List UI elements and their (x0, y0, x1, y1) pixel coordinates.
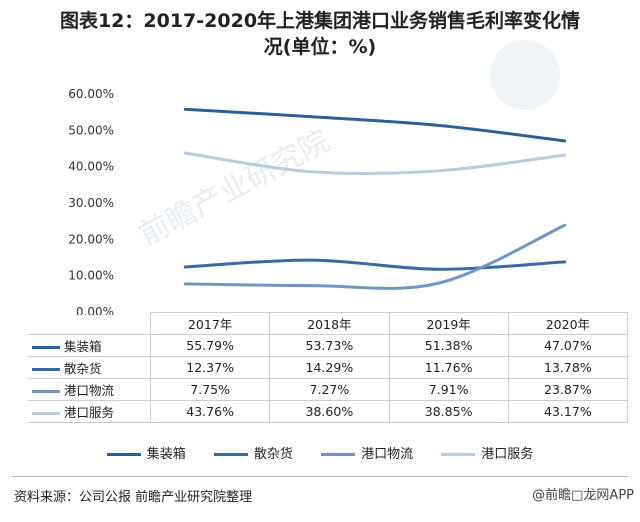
y-tick-label: 0.00% (76, 305, 114, 315)
table-corner (28, 312, 151, 335)
table-cell: 11.76% (388, 356, 509, 379)
table-row: 港口服务 43.76% 38.60% 38.85% 43.17% (28, 400, 629, 423)
legend-item: 集装箱 (106, 443, 186, 462)
series-label: 港口物流 (28, 378, 151, 401)
table-header-row: 2017年 2018年 2019年 2020年 (28, 312, 629, 335)
legend-label: 港口物流 (361, 447, 414, 462)
series-swatch (32, 390, 60, 393)
series-name: 散杂货 (64, 361, 102, 376)
line-chart: 0.00% 10.00% 20.00% 30.00% 40.00% 50.00% 60.00… (68, 87, 567, 315)
series-label: 港口服务 (28, 400, 151, 423)
table-cell: 53.73% (269, 334, 390, 357)
table-header-cell: 2018年 (269, 312, 390, 335)
table-cell: 43.17% (507, 400, 629, 423)
table-header-cell: 2019年 (388, 312, 509, 335)
legend-swatch (106, 453, 141, 456)
table-cell: 47.07% (507, 334, 629, 357)
table-cell: 14.29% (269, 356, 390, 379)
table-cell: 55.79% (149, 334, 271, 357)
y-tick-label: 50.00% (68, 123, 114, 137)
y-tick-label: 20.00% (68, 232, 114, 246)
chart-legend: 集装箱 散杂货 港口物流 港口服务 (0, 443, 640, 462)
legend-item: 港口服务 (441, 443, 533, 462)
y-tick-label: 30.00% (68, 196, 114, 210)
chart-title: 图表12：2017-2020年上港集团港口业务销售毛利率变化情 况(单位：%) (0, 8, 640, 60)
table-cell: 43.76% (149, 400, 271, 423)
table-row: 集装箱 55.79% 53.73% 51.38% 47.07% (28, 334, 629, 357)
series-line-3 (183, 223, 567, 290)
series-label: 集装箱 (28, 334, 151, 357)
y-tick-label: 60.00% (68, 87, 114, 101)
series-swatch (32, 346, 60, 349)
legend-label: 港口服务 (481, 447, 534, 462)
legend-label: 集装箱 (146, 447, 186, 462)
legend-swatch (441, 453, 476, 456)
y-tick-label: 40.00% (68, 160, 114, 174)
table-cell: 7.91% (388, 378, 509, 401)
legend-swatch (321, 453, 356, 456)
table-cell: 23.87% (507, 378, 629, 401)
y-tick-label: 10.00% (68, 269, 114, 283)
chart-title-line2: 况(单位：%) (263, 36, 377, 58)
table-row: 港口物流 7.75% 7.27% 7.91% 23.87% (28, 378, 629, 401)
data-table: 2017年 2018年 2019年 2020年 集装箱 55.79% 53.73… (28, 312, 629, 423)
chart-title-line1: 图表12：2017-2020年上港集团港口业务销售毛利率变化情 (59, 10, 581, 32)
series-swatch (32, 412, 60, 415)
watermark-logo-circle (490, 40, 560, 110)
table-cell: 38.85% (388, 400, 509, 423)
table-cell: 13.78% (507, 356, 629, 379)
table-header-cell: 2020年 (507, 312, 629, 335)
source-note: 资料来源：公司公报 前瞻产业研究院整理 (14, 490, 253, 505)
footer-divider (12, 476, 628, 477)
legend-swatch (213, 453, 248, 456)
series-label: 散杂货 (28, 356, 151, 379)
brand-watermark: @前瞻□龙网APP (532, 488, 634, 503)
table-cell: 38.60% (269, 400, 390, 423)
series-line-4 (183, 151, 567, 176)
series-name: 集装箱 (64, 339, 102, 354)
legend-label: 散杂货 (253, 447, 293, 462)
legend-item: 散杂货 (213, 443, 293, 462)
series-name: 港口物流 (64, 383, 115, 398)
table-row: 散杂货 12.37% 14.29% 11.76% 13.78% (28, 356, 629, 379)
series-name: 港口服务 (64, 405, 115, 420)
series-line-2 (183, 258, 567, 271)
legend-item: 港口物流 (321, 443, 413, 462)
table-cell: 12.37% (149, 356, 271, 379)
table-cell: 7.75% (149, 378, 271, 401)
series-line-1 (183, 107, 567, 143)
table-cell: 51.38% (388, 334, 509, 357)
table-header-cell: 2017年 (149, 312, 271, 335)
table-cell: 7.27% (269, 378, 390, 401)
series-swatch (32, 368, 60, 371)
